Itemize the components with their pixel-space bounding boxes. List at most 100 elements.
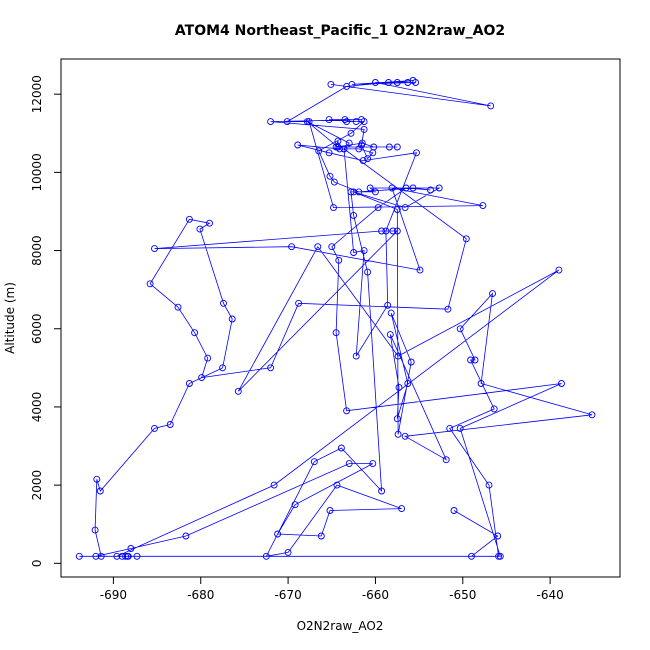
data-point [369, 460, 377, 468]
data-point [345, 460, 353, 468]
data-point [409, 184, 417, 192]
data-point [378, 227, 386, 235]
data-point [330, 178, 338, 186]
data-point [385, 143, 393, 151]
data-point [350, 249, 358, 256]
y-tick-label: 6000 [30, 313, 44, 344]
data-point [416, 266, 424, 274]
data-point [315, 147, 323, 155]
data-point [394, 430, 402, 438]
data-point [490, 405, 498, 413]
y-tick-label: 4000 [30, 392, 44, 423]
data-point [206, 219, 213, 227]
data-point [374, 204, 382, 212]
data-point [350, 188, 358, 196]
data-point [196, 225, 204, 233]
data-point [234, 387, 242, 395]
data-point [386, 331, 394, 339]
data-point [92, 552, 100, 560]
data-point [404, 380, 412, 387]
data-point [401, 432, 409, 440]
data-point [485, 481, 493, 489]
x-tick-label: -660 [362, 588, 389, 602]
data-point [91, 526, 99, 534]
data-point [352, 352, 360, 360]
data-point [435, 184, 443, 192]
data-point [220, 299, 227, 307]
data-point [384, 301, 392, 309]
data-point [326, 172, 334, 180]
data-point [456, 424, 464, 432]
data-point [393, 143, 401, 151]
data-point [332, 329, 340, 337]
data-point [274, 530, 282, 538]
data-point [402, 184, 410, 192]
data-point [388, 184, 396, 192]
data-point [450, 507, 458, 514]
data-point [413, 149, 420, 157]
data-point [348, 80, 356, 88]
data-point [395, 383, 403, 391]
data-point [303, 118, 311, 126]
data-point [456, 325, 464, 333]
data-point [146, 280, 154, 288]
data-point [337, 444, 345, 452]
data-point [442, 456, 450, 464]
plot-frame [60, 58, 621, 578]
y-tick-label: 2000 [30, 470, 44, 501]
x-tick-label: -690 [100, 588, 127, 602]
data-point [325, 116, 333, 124]
data-point [360, 125, 368, 133]
data-point [345, 139, 353, 147]
data-point [394, 352, 402, 360]
y-tick-label: 12000 [30, 75, 44, 113]
data-point [335, 256, 343, 264]
data-point [267, 364, 275, 372]
data-point [364, 155, 372, 163]
data-point [93, 475, 101, 483]
data-point [122, 552, 130, 560]
data-point [198, 374, 206, 382]
x-axis-label: O2N2raw_AO2 [297, 619, 384, 633]
data-point [96, 487, 104, 495]
data-point [471, 356, 479, 364]
data-point [370, 143, 378, 151]
data-point [262, 552, 270, 560]
data-point [558, 380, 565, 387]
series-layer [75, 77, 596, 560]
data-point [393, 206, 401, 213]
data-point [347, 129, 355, 137]
data-point [270, 481, 278, 489]
data-point [401, 204, 409, 212]
data-point [166, 421, 174, 428]
data-point [333, 481, 341, 489]
data-point [228, 315, 236, 323]
data-point [185, 380, 193, 387]
data-point [294, 141, 302, 149]
x-axis: -690 -680 -670 -660 -650 -640 [100, 576, 564, 602]
data-point [127, 545, 135, 552]
data-point [191, 329, 199, 337]
x-tick-label: -650 [449, 588, 476, 602]
data-point [588, 411, 596, 419]
data-point [97, 552, 105, 560]
data-point [151, 245, 158, 253]
data-point [462, 235, 470, 243]
x-tick-label: -680 [187, 588, 214, 602]
series-line [79, 80, 593, 557]
data-point [355, 145, 363, 153]
data-point [496, 552, 504, 560]
data-point [407, 358, 415, 366]
data-point [284, 548, 292, 556]
data-point [151, 424, 158, 432]
data-point [477, 380, 485, 387]
data-point [371, 79, 379, 86]
data-point [350, 211, 358, 219]
data-point [393, 79, 401, 86]
data-point [468, 552, 475, 560]
data-point [291, 501, 299, 509]
data-point [341, 116, 349, 124]
data-point [124, 552, 132, 560]
data-point [267, 118, 275, 126]
